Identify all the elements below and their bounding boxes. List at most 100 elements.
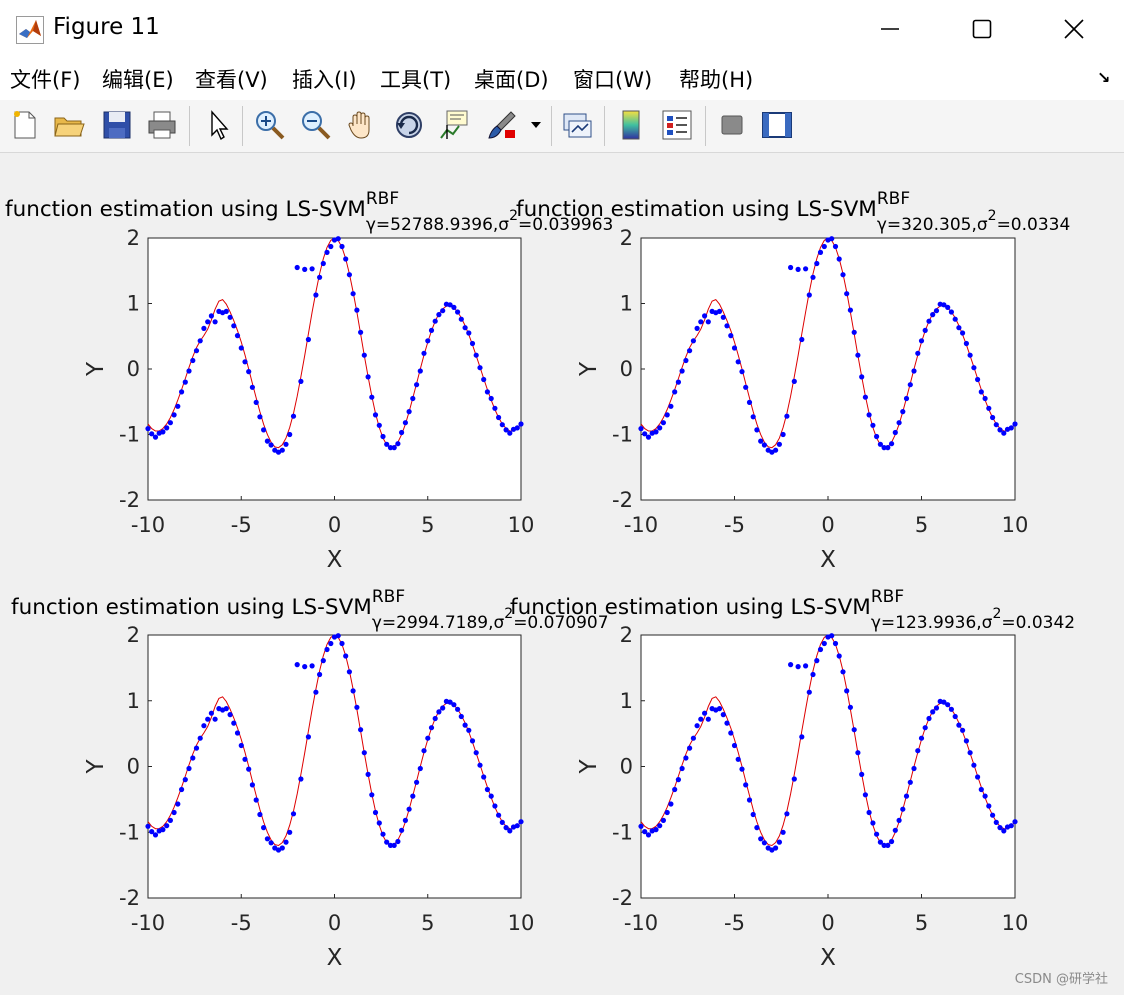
data-point (788, 662, 794, 668)
data-point (440, 705, 446, 711)
data-point (466, 727, 472, 733)
data-point (788, 264, 794, 271)
data-point (851, 727, 857, 733)
data-point (145, 426, 151, 432)
data-point (384, 441, 390, 447)
data-point (257, 811, 263, 818)
data-point (242, 359, 248, 365)
menu-file[interactable]: 文件(F) (10, 68, 81, 92)
data-point (997, 825, 1003, 831)
data-cursor-icon[interactable] (437, 108, 471, 142)
minimize-button[interactable] (844, 0, 936, 58)
brush-dropdown-icon[interactable] (527, 108, 545, 142)
data-point (361, 352, 367, 358)
new-figure-icon[interactable] (8, 108, 42, 142)
data-point (791, 776, 797, 782)
plot-area[interactable] (640, 237, 1016, 501)
data-point (675, 379, 682, 385)
pointer-icon[interactable] (202, 108, 236, 142)
save-icon[interactable] (100, 108, 134, 142)
link-plot-icon[interactable] (560, 108, 594, 142)
data-point (758, 836, 764, 842)
zoom-in-icon[interactable] (253, 108, 287, 142)
data-point (645, 832, 652, 838)
data-point (212, 319, 218, 325)
colorbar-icon[interactable] (614, 108, 648, 142)
data-point (231, 323, 237, 329)
data-point (451, 304, 457, 310)
menu-window[interactable]: 窗口(W) (573, 68, 653, 92)
menu-view[interactable]: 查看(V) (195, 68, 268, 92)
close-button[interactable] (1028, 0, 1120, 58)
data-point (844, 291, 850, 297)
data-point (773, 845, 779, 851)
data-point (761, 840, 768, 846)
data-point (889, 441, 895, 447)
data-point (844, 688, 850, 694)
y-tick-label: -1 (119, 820, 140, 844)
x-tick-label: 10 (1002, 513, 1029, 537)
data-point (728, 333, 734, 339)
data-point (821, 640, 827, 647)
data-point (309, 663, 315, 669)
data-point (372, 809, 379, 816)
open-file-icon[interactable] (52, 108, 86, 142)
subscript-params: γ=2994.7189,σ (372, 613, 505, 633)
data-point (731, 742, 738, 749)
menu-tools[interactable]: 工具(T) (380, 68, 452, 92)
data-point (810, 671, 816, 678)
data-point (421, 748, 427, 754)
data-point (874, 433, 880, 440)
plot-area[interactable] (147, 634, 522, 899)
plot-area[interactable] (147, 237, 522, 501)
data-point (492, 405, 498, 411)
data-point (847, 307, 854, 313)
y-tick-label: 1 (620, 689, 633, 713)
dock-arrow-icon[interactable]: ↘ (1097, 68, 1111, 87)
plot-area[interactable] (640, 634, 1016, 899)
menu-insert[interactable]: 插入(I) (292, 68, 357, 92)
data-point (739, 766, 745, 772)
data-point (414, 779, 420, 785)
data-point (877, 839, 884, 845)
maximize-button[interactable] (936, 0, 1028, 58)
hide-plot-tools-icon[interactable] (715, 108, 749, 142)
data-point (941, 302, 947, 308)
data-point (963, 738, 970, 744)
x-tick-label: -10 (624, 513, 658, 537)
data-point (201, 723, 207, 729)
menu-desktop[interactable]: 桌面(D) (474, 68, 549, 92)
data-point (402, 420, 408, 426)
print-icon[interactable] (145, 108, 179, 142)
data-point (702, 313, 708, 319)
data-point (750, 811, 756, 818)
data-point (436, 709, 442, 715)
pan-hand-icon[interactable] (345, 108, 379, 142)
y-tick-label: 1 (620, 292, 633, 316)
rotate-3d-icon[interactable] (392, 108, 426, 142)
watermark: CSDN @研学社 (1014, 972, 1108, 987)
menu-help[interactable]: 帮助(H) (679, 68, 754, 92)
data-point (365, 374, 371, 380)
data-point (335, 236, 341, 242)
data-point (518, 421, 524, 427)
legend-icon[interactable] (660, 108, 694, 142)
brush-icon[interactable] (485, 108, 519, 142)
data-point (283, 839, 289, 845)
data-point (458, 316, 464, 322)
show-plot-tools-icon[interactable] (760, 108, 794, 142)
y-axis-label: Y (83, 361, 109, 377)
data-point (484, 786, 490, 793)
data-point (724, 720, 730, 726)
data-point (926, 715, 932, 722)
data-point (832, 243, 839, 250)
data-point (874, 831, 880, 837)
zoom-out-icon[interactable] (299, 108, 333, 142)
data-point (746, 797, 753, 803)
chart-title: function estimation using LS-SVMRBF (5, 189, 399, 222)
menu-edit[interactable]: 编辑(E) (102, 68, 174, 92)
subscript-sigma-power: 2 (509, 208, 518, 224)
